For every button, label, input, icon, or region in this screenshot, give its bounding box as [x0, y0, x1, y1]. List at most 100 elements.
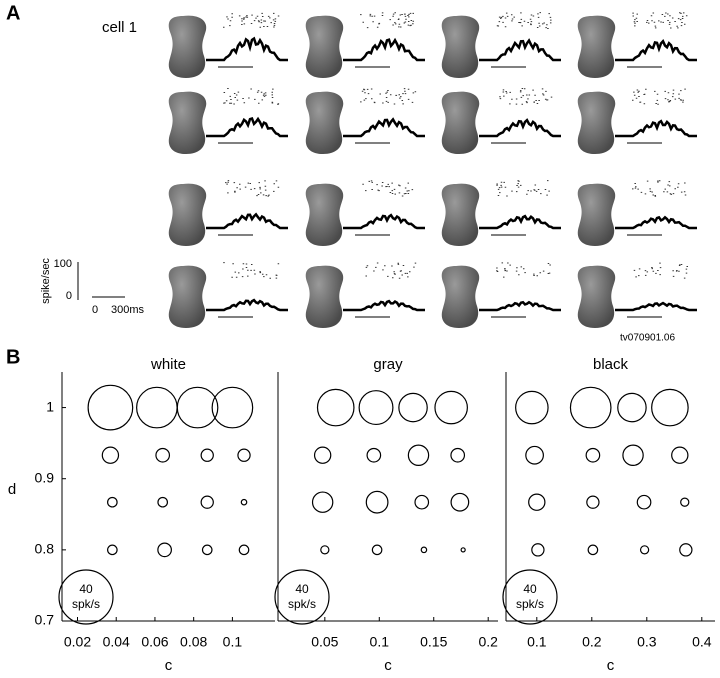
size-legend	[502, 569, 558, 625]
stimulus-shape	[577, 91, 616, 154]
raster	[223, 262, 280, 279]
psth	[343, 37, 425, 62]
raster	[632, 88, 686, 105]
psth	[479, 118, 561, 138]
raster	[632, 180, 687, 197]
x-tick-label: 0.1	[370, 634, 390, 650]
y-tick-label: 0.7	[35, 612, 55, 628]
bubble	[460, 547, 466, 553]
rate-scale-bottom: 0	[66, 290, 72, 302]
panel-a	[168, 12, 697, 328]
bubble	[238, 544, 250, 556]
chart-title: white	[150, 356, 186, 373]
bubble	[587, 544, 599, 556]
x-tick-label: 0.08	[180, 634, 207, 650]
stimulus-shape	[168, 265, 207, 328]
stimulus-shape	[168, 91, 207, 154]
x-tick-label: 0.15	[420, 634, 447, 650]
x-axis-label: c	[607, 657, 615, 674]
bubble	[371, 544, 383, 556]
psth	[206, 36, 288, 62]
raster	[223, 88, 280, 105]
stimulus-shape	[441, 15, 480, 78]
raster	[499, 88, 553, 105]
bubble	[87, 384, 134, 431]
psth	[343, 117, 425, 138]
raster	[360, 12, 415, 29]
psth	[343, 213, 425, 230]
size-legend-value: 40	[523, 582, 537, 596]
rate-unit: spike/sec	[40, 258, 52, 304]
raster	[633, 262, 689, 279]
stimulus-shape	[305, 15, 344, 78]
bubble	[107, 544, 118, 556]
bubble	[680, 497, 690, 507]
psth	[479, 214, 561, 230]
stimulus-shape	[577, 183, 616, 246]
bubble	[414, 494, 430, 510]
psth	[206, 212, 288, 230]
size-legend-value: 40	[295, 582, 309, 596]
bubble	[311, 491, 334, 513]
bubble	[434, 390, 468, 425]
bubble	[569, 386, 612, 429]
raster	[496, 180, 550, 197]
bubble	[313, 446, 332, 464]
stimulus-shape	[305, 183, 344, 246]
bubble	[101, 446, 120, 464]
raster	[223, 12, 280, 28]
bubble	[617, 392, 647, 423]
bubble	[586, 495, 600, 509]
bubble	[622, 444, 644, 466]
bubble	[679, 543, 693, 557]
x-tick-label: 0.1	[527, 634, 547, 650]
x-axis-label: c	[384, 657, 392, 674]
panel-label: A	[6, 2, 20, 24]
psth	[206, 116, 288, 138]
psth	[206, 298, 288, 312]
bubble	[155, 447, 171, 463]
bubble	[420, 546, 428, 554]
cell-label: cell 1	[102, 19, 137, 36]
psth	[615, 301, 697, 312]
bubble	[639, 545, 650, 555]
y-tick-label: 0.9	[35, 469, 55, 485]
raster	[362, 180, 414, 197]
bubble	[211, 386, 254, 429]
bubble	[157, 496, 169, 508]
stimulus-shape	[441, 183, 480, 246]
chart-title: black	[593, 356, 629, 373]
bubble	[398, 392, 428, 423]
y-axis-label: d	[8, 481, 16, 498]
x-tick-label: 0.1	[223, 634, 243, 650]
stimulus-shape	[168, 15, 207, 78]
time-scale-length: 300ms	[111, 304, 145, 316]
bubble	[407, 444, 430, 466]
y-tick-label: 0.8	[35, 541, 55, 557]
bubble	[201, 544, 213, 556]
psth	[479, 300, 561, 312]
bubble	[200, 448, 214, 462]
x-tick-label: 0.04	[103, 634, 130, 650]
time-scale-start: 0	[92, 304, 98, 316]
raster	[225, 180, 280, 197]
stimulus-shape	[577, 15, 616, 78]
stimulus-shape	[168, 183, 207, 246]
chart-title: gray	[373, 356, 403, 373]
psth	[615, 119, 697, 138]
psth	[615, 215, 697, 230]
bubble	[358, 390, 394, 426]
x-tick-label: 0.2	[478, 634, 498, 650]
stimulus-shape	[577, 265, 616, 328]
x-tick-label: 0.05	[311, 634, 338, 650]
stimulus-shape	[441, 265, 480, 328]
psth	[615, 38, 697, 62]
psth	[479, 38, 561, 62]
x-tick-label: 0.3	[637, 634, 657, 650]
bubble	[157, 542, 172, 558]
raster	[496, 262, 551, 278]
size-legend-value: 40	[79, 582, 93, 596]
size-legend-unit: spk/s	[288, 597, 316, 611]
bubble	[176, 386, 219, 429]
psth	[343, 299, 425, 312]
